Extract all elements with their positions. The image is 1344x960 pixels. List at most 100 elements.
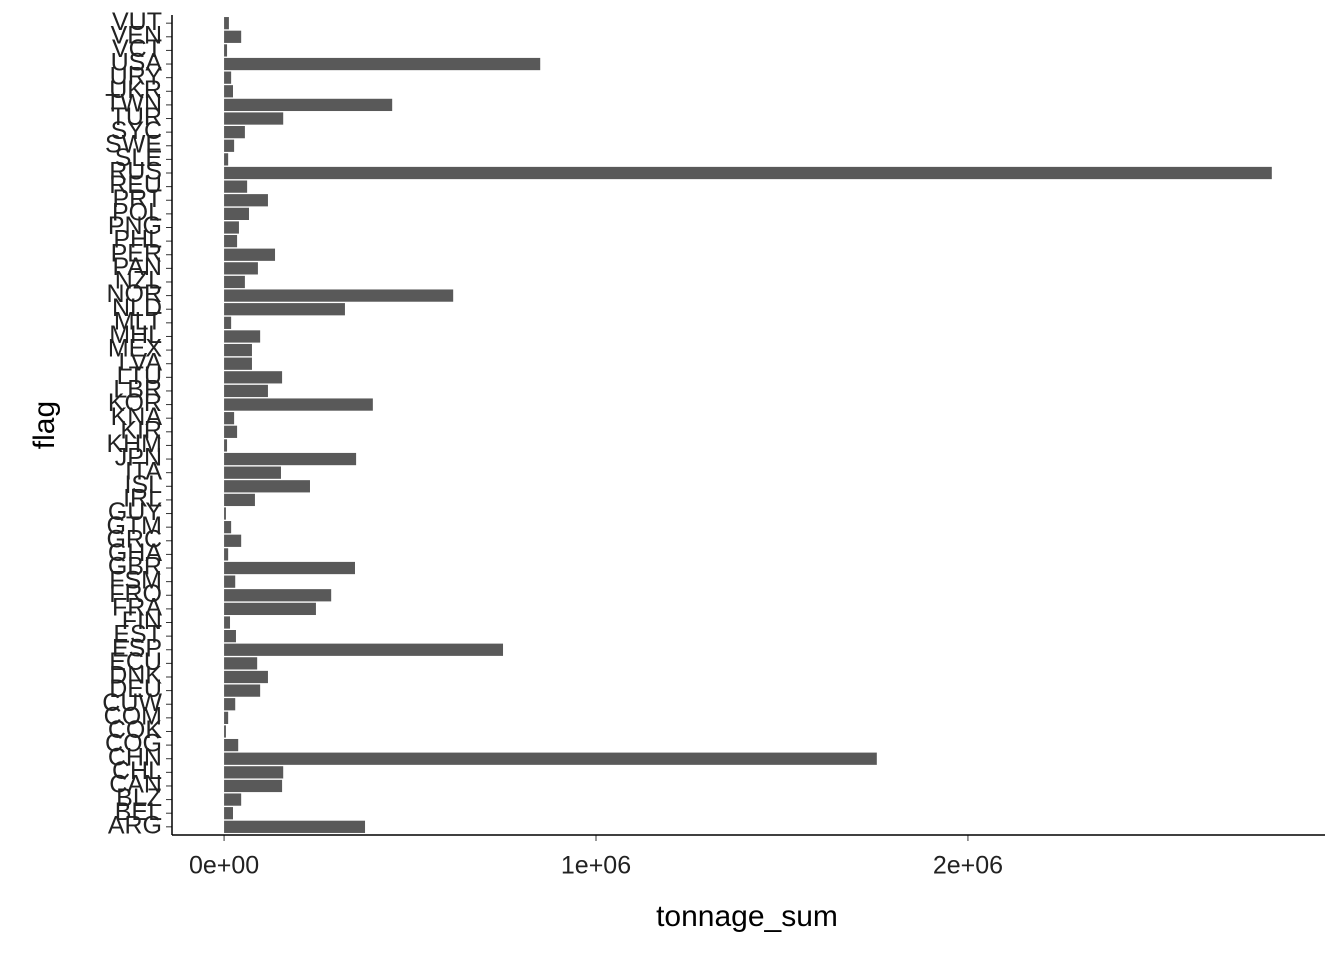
y-tick-label: RUS [109, 158, 162, 186]
y-tick-label: GBR [108, 553, 162, 581]
bar [224, 98, 393, 112]
y-tick-label: COK [108, 716, 163, 744]
y-tick-label: KIR [120, 416, 162, 444]
y-tick-label: POL [112, 198, 162, 226]
y-tick-label: CUW [102, 689, 162, 717]
y-tick-label: LBR [113, 376, 162, 404]
y-tick-label: IRL [123, 485, 162, 513]
y-tick-label: EST [113, 621, 162, 649]
bar [224, 548, 229, 561]
y-tick-label: URY [110, 62, 163, 90]
bar [224, 44, 228, 57]
y-tick-label: DEU [109, 675, 162, 703]
y-tick-label: PER [111, 239, 162, 267]
bar [224, 234, 238, 248]
bar [224, 752, 877, 765]
y-tick-label: SLE [115, 144, 162, 172]
bar [224, 643, 504, 656]
x-tick-label: 0e+00 [189, 852, 259, 880]
y-tick-label: VCT [112, 35, 162, 63]
y-tick-label: CAN [109, 771, 162, 799]
bar [224, 371, 283, 384]
bar [224, 166, 1272, 180]
y-tick-label: MEX [108, 335, 163, 363]
bar [224, 275, 245, 289]
y-tick-label: NOR [106, 280, 162, 308]
y-tick-label: NLD [112, 294, 162, 322]
bar [224, 17, 229, 30]
bar [224, 221, 239, 234]
x-axis-title: tonnage_sum [656, 900, 838, 933]
y-tick-label: GTM [106, 512, 162, 540]
bar [224, 779, 283, 793]
bar [224, 139, 235, 152]
bar [224, 766, 284, 779]
bar [224, 575, 236, 588]
bar [224, 153, 229, 166]
bar [224, 439, 228, 452]
y-tick-label: ITA [125, 457, 162, 485]
y-tick-label: GUY [108, 498, 163, 526]
y-tick-label: REU [109, 171, 162, 199]
y-tick-label: KHM [106, 430, 162, 458]
y-tick-label: SYC [111, 117, 162, 145]
y-tick-label: KOR [108, 389, 162, 417]
bar [224, 85, 233, 98]
y-tick-label: UKR [109, 76, 162, 104]
y-tick-label: FRA [112, 593, 162, 621]
bar [224, 725, 226, 738]
bar [224, 670, 268, 684]
y-tick-label: NZL [115, 267, 162, 295]
bar [224, 207, 249, 220]
y-tick-label: PAN [112, 253, 162, 281]
y-tick-label: FIN [122, 607, 162, 635]
bar [224, 820, 366, 833]
y-tick-label: COG [105, 730, 162, 758]
y-tick-label: KNA [111, 403, 163, 431]
bar [224, 561, 355, 575]
y-tick-label: ECU [109, 648, 162, 676]
bar [224, 384, 268, 398]
y-tick-label: MHL [109, 321, 162, 349]
bar [224, 793, 242, 806]
y-tick-label: TUR [111, 103, 162, 131]
y-axis-title: flag [28, 401, 61, 449]
bar [224, 602, 316, 616]
bar [224, 316, 232, 329]
y-tick-label: DNK [109, 662, 162, 690]
y-tick-label: FSM [109, 566, 162, 594]
y-tick-label: LTU [117, 362, 162, 390]
y-tick-label: CHN [108, 743, 162, 771]
y-tick-label: PRT [112, 185, 162, 213]
bar [224, 357, 252, 370]
bar [224, 71, 232, 84]
bar [224, 194, 268, 207]
y-tick-label: PHL [113, 226, 162, 254]
y-tick-label: CHL [112, 757, 162, 785]
bar [224, 248, 276, 261]
bar [224, 425, 238, 438]
bar [224, 452, 357, 466]
bar [224, 289, 454, 302]
bar [224, 807, 233, 820]
y-tick-label: GRC [106, 525, 162, 553]
bar [224, 711, 229, 724]
x-tick-label: 2e+06 [933, 852, 1003, 880]
bar [224, 698, 236, 711]
bar [224, 412, 235, 425]
y-tick-label: VEN [111, 21, 162, 49]
bar [224, 303, 345, 316]
y-tick-label: GHA [108, 539, 163, 567]
bar [224, 521, 232, 534]
bar [224, 616, 231, 629]
bar [224, 589, 332, 602]
bar [224, 480, 310, 493]
bar [224, 738, 239, 752]
bar [224, 57, 541, 71]
bar [224, 466, 281, 479]
bar [224, 657, 258, 670]
y-tick-label: VUT [112, 8, 162, 36]
bar [224, 493, 255, 507]
bar [224, 330, 261, 343]
